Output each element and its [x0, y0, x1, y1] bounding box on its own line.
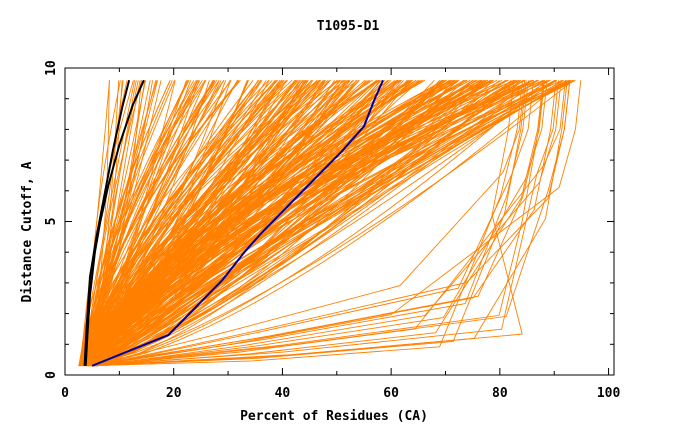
model-curve [78, 79, 338, 366]
model-curve [78, 80, 262, 366]
model-curve [90, 80, 523, 367]
x-tick-label: 100 [597, 386, 621, 401]
model-curve [83, 79, 558, 367]
model-curve [81, 79, 476, 367]
model-curve [82, 79, 382, 367]
y-tick-label: 10 [44, 60, 59, 76]
model-curve [84, 79, 550, 367]
model-curve [84, 80, 276, 366]
model-curve [91, 80, 527, 367]
model-curve [90, 80, 349, 367]
model-curve [92, 80, 137, 366]
model-curve [89, 79, 456, 366]
model-curve [87, 80, 523, 367]
model-curve [95, 80, 571, 367]
model-curve [95, 79, 555, 367]
model-curve [85, 79, 574, 367]
model-curves [78, 79, 582, 367]
model-curve [80, 80, 297, 367]
model-curve [93, 79, 396, 367]
model-curve [97, 80, 535, 367]
model-curve [86, 80, 545, 367]
model-curve [85, 79, 378, 367]
x-tick-label: 0 [61, 386, 69, 401]
x-axis: 0 20 40 60 80 100 [61, 68, 620, 401]
model-curve [91, 79, 556, 367]
model-curve [92, 80, 529, 367]
chart-title: T1095-D1 [317, 19, 380, 34]
model-curve [91, 79, 355, 366]
x-tick-label: 20 [166, 386, 182, 401]
model-curve [84, 79, 321, 366]
x-tick-label: 80 [492, 386, 508, 401]
model-curve [95, 80, 562, 367]
model-curve [78, 80, 147, 366]
model-curve [91, 79, 548, 367]
model-curve [91, 80, 173, 366]
model-curve [95, 79, 564, 367]
y-axis-label: Distance Cutoff, A [20, 161, 35, 302]
y-tick-label: 0 [44, 371, 59, 379]
model-curve [91, 80, 544, 367]
model-curve [84, 79, 491, 367]
model-curve [90, 80, 197, 366]
model-curve [90, 79, 405, 367]
x-tick-label: 60 [383, 386, 399, 401]
model-curve [87, 80, 559, 367]
model-curve [80, 79, 517, 367]
x-axis-label: Percent of Residues (CA) [240, 409, 428, 424]
model-curve [83, 79, 326, 366]
model-curve [91, 80, 120, 366]
model-curve [80, 79, 516, 367]
model-curve [81, 79, 360, 367]
x-tick-label: 40 [275, 386, 291, 401]
model-curve [93, 80, 545, 367]
model-curve [95, 80, 568, 367]
model-curve [89, 80, 220, 366]
model-curve [83, 79, 515, 366]
model-curve [80, 80, 176, 366]
highlight-curve [91, 79, 384, 367]
model-curve [78, 79, 474, 367]
model-curve [80, 80, 187, 367]
model-curve [97, 79, 483, 367]
y-axis: 0 5 10 [44, 60, 614, 379]
model-curve [92, 80, 566, 367]
y-tick-label: 5 [44, 218, 59, 226]
model-curve [90, 80, 357, 367]
model-curve [78, 79, 371, 367]
model-curve [91, 80, 548, 367]
model-curve [88, 80, 189, 366]
model-curve [80, 80, 218, 366]
model-curve [97, 79, 443, 367]
model-curve [91, 80, 526, 367]
highlight-curve [83, 80, 131, 366]
highlighted-models [83, 79, 384, 367]
